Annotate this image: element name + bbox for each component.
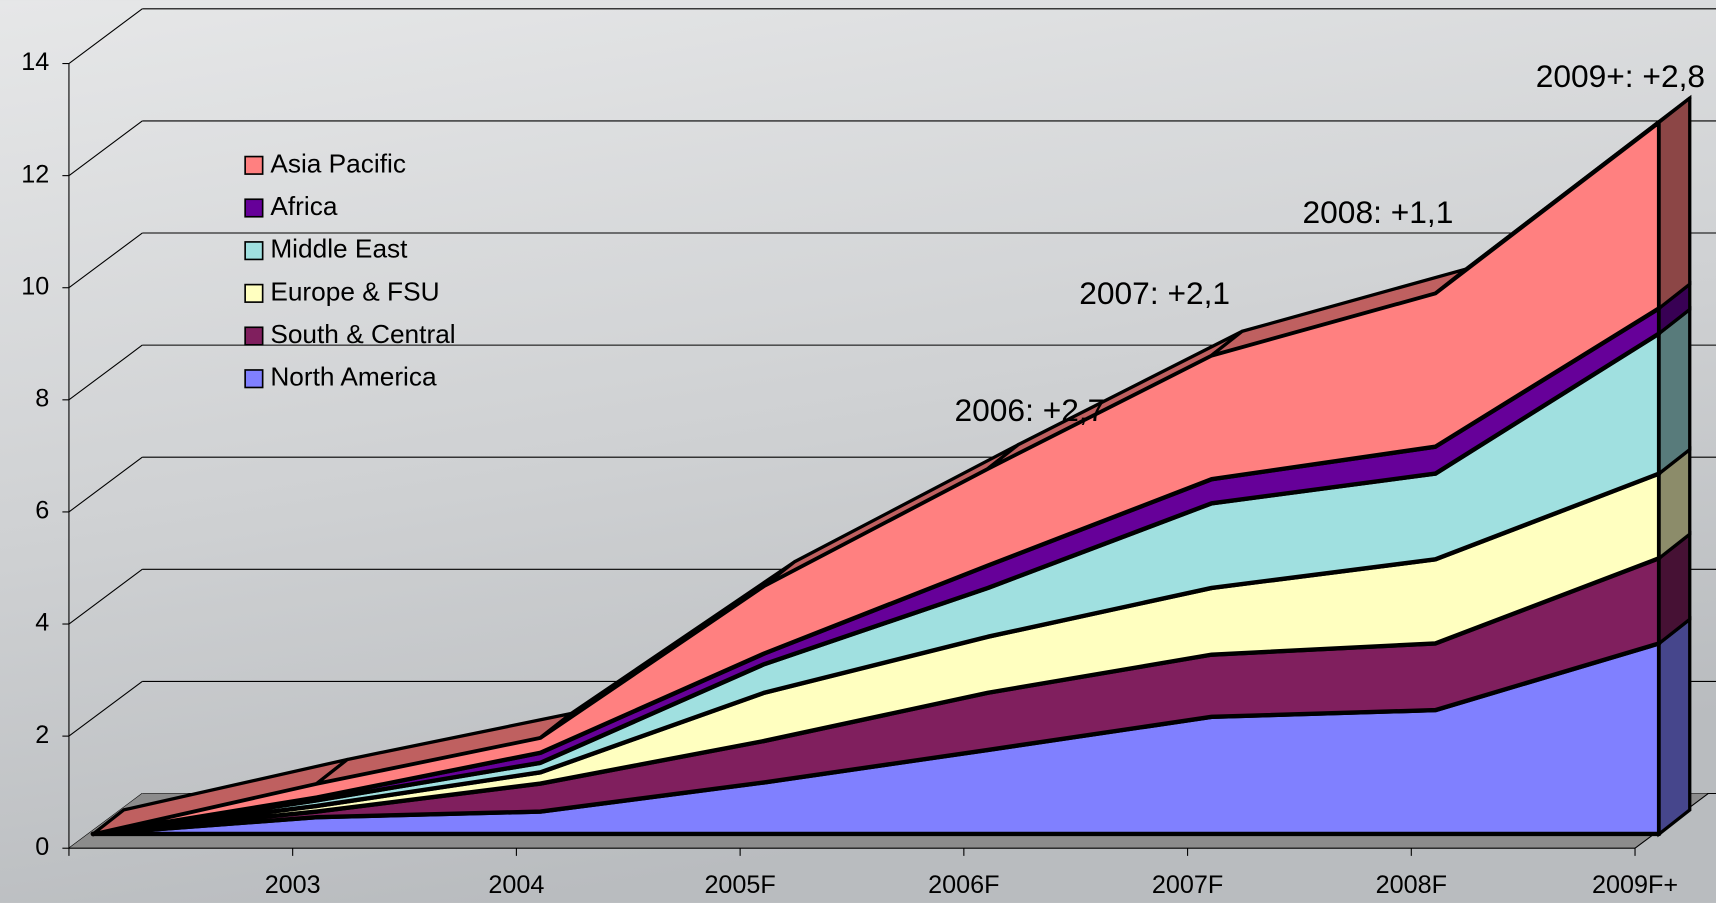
legend-label: Middle East <box>270 234 408 264</box>
legend-label: Asia Pacific <box>270 148 406 178</box>
x-tick-label: 2003 <box>265 871 321 899</box>
grid-line <box>68 120 143 177</box>
legend: Asia Pacific Africa Middle East Europe & FS… <box>244 148 456 392</box>
x-tick-label: 2008F <box>1376 871 1447 899</box>
x-tick-label: 2007F <box>1152 871 1223 899</box>
annotation: 2009+: +2,8 <box>1536 58 1705 94</box>
legend-swatch <box>244 155 264 175</box>
grid-line <box>68 344 143 401</box>
legend-label: South & Central <box>270 319 455 349</box>
grid-line <box>68 8 143 64</box>
legend-label: Europe & FSU <box>270 276 439 306</box>
x-tick-label: 2009F+ <box>1592 871 1678 899</box>
legend-swatch <box>244 241 264 261</box>
y-tick-label: 4 <box>35 609 49 637</box>
grid-line <box>68 232 143 289</box>
y-tick-label: 8 <box>35 384 49 412</box>
y-tick-label: 2 <box>35 721 49 749</box>
legend-swatch <box>244 198 264 218</box>
y-tick-label: 12 <box>21 160 49 188</box>
grid-line <box>68 680 143 737</box>
annotation: 2007: +2,1 <box>1079 275 1230 311</box>
y-tick-label: 6 <box>35 497 49 525</box>
annotation: 2008: +1,1 <box>1303 194 1454 230</box>
area-side <box>1657 306 1692 477</box>
x-tick-label: 2006F <box>928 871 999 899</box>
annotation: 2006: +2,7 <box>955 392 1106 428</box>
y-tick-label: 14 <box>21 48 49 76</box>
area-top <box>1433 96 1692 295</box>
legend-swatch <box>244 369 264 389</box>
area-side <box>1657 615 1692 838</box>
legend-swatch <box>244 326 264 346</box>
y-tick-label: 0 <box>35 833 49 861</box>
legend-label: North America <box>270 362 437 392</box>
y-tick-label: 10 <box>21 272 49 300</box>
legend-swatch <box>244 283 264 303</box>
area-side <box>1657 94 1692 312</box>
grid-line <box>68 568 143 625</box>
legend-label: Africa <box>270 191 338 221</box>
x-tick-label: 2004 <box>488 871 544 899</box>
grid-line <box>68 456 143 513</box>
x-tick-label: 2005F <box>704 871 775 899</box>
